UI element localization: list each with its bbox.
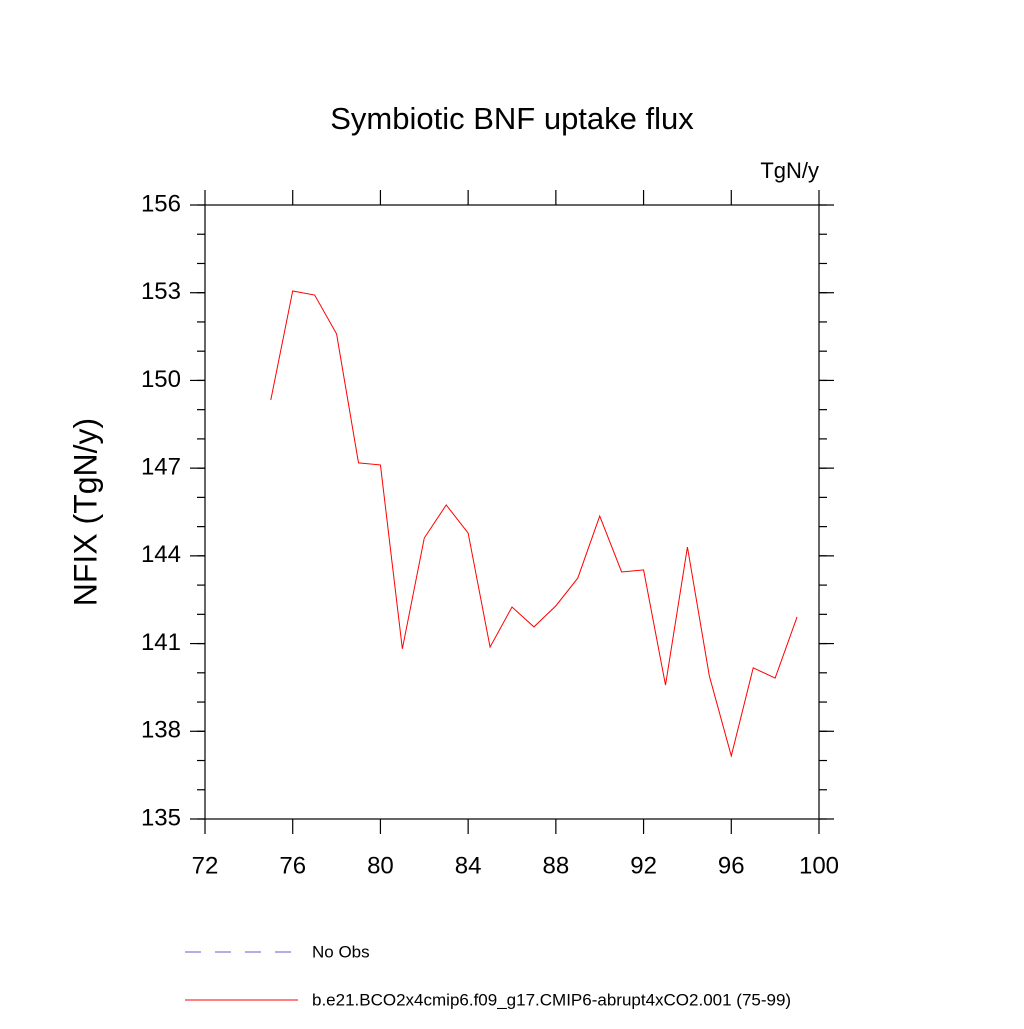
- y-axis-label: NFIX (TgN/y): [67, 418, 103, 606]
- legend-label: No Obs: [312, 942, 370, 961]
- y-tick-label: 153: [141, 278, 181, 305]
- x-tick-label: 88: [543, 852, 570, 879]
- plot-frame: [204, 204, 820, 820]
- x-tick-label: 72: [192, 852, 219, 879]
- legend-label: b.e21.BCO2x4cmip6.f09_g17.CMIP6-abrupt4x…: [312, 990, 791, 1009]
- y-tick-label: 150: [141, 366, 181, 393]
- y-tick-label: 141: [141, 629, 181, 656]
- data-line: [270, 290, 798, 758]
- x-tick-label: 80: [367, 852, 394, 879]
- y-tick-label: 135: [141, 804, 181, 831]
- chart-title: Symbiotic BNF uptake flux: [330, 101, 694, 136]
- x-tick-label: 96: [718, 852, 745, 879]
- y-tick-label: 138: [141, 717, 181, 744]
- x-tick-label: 76: [279, 852, 306, 879]
- y-tick-label: 147: [141, 453, 181, 480]
- x-tick-label: 92: [630, 852, 657, 879]
- y-tick-label: 144: [141, 541, 181, 568]
- y-tick-label: 156: [141, 190, 181, 217]
- units-label: TgN/y: [760, 158, 819, 183]
- x-tick-label: 84: [455, 852, 482, 879]
- x-tick-label: 100: [799, 852, 839, 879]
